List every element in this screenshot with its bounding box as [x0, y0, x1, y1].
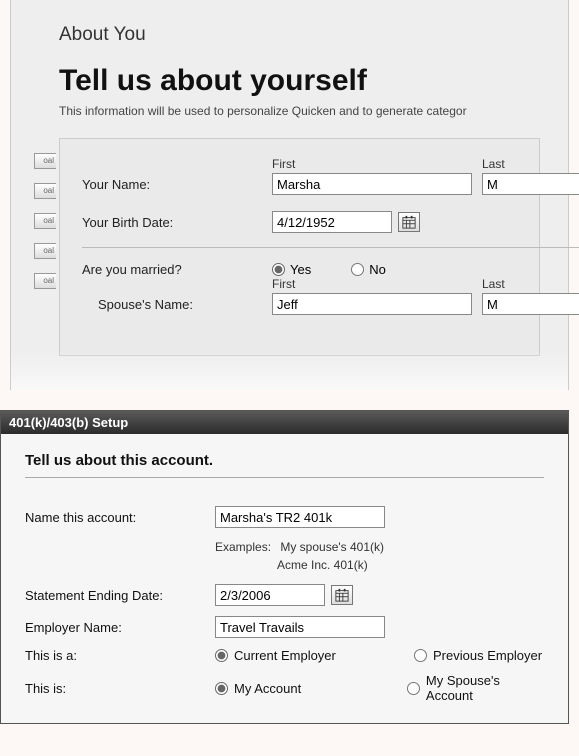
married-no-label: No	[369, 262, 386, 277]
spouse-account-option[interactable]: My Spouse's Account	[407, 673, 544, 703]
dialog-titlebar: 401(k)/403(b) Setup	[1, 411, 568, 434]
your-name-label: Your Name:	[82, 177, 262, 192]
married-yes-label: Yes	[290, 262, 311, 277]
statement-date-input[interactable]	[215, 584, 325, 606]
married-label: Are you married?	[82, 262, 262, 277]
spouse-account-radio[interactable]	[407, 682, 420, 695]
married-yes-radio[interactable]	[272, 263, 285, 276]
side-tab[interactable]: oal	[34, 213, 56, 229]
example-1: My spouse's 401(k)	[280, 540, 384, 554]
example-2: Acme Inc. 401(k)	[277, 558, 368, 572]
dialog-body: Tell us about this account. Name this ac…	[1, 434, 568, 723]
spouse-first-header: First	[272, 277, 472, 293]
calendar-icon[interactable]	[398, 212, 420, 232]
spouse-account-label: My Spouse's Account	[426, 673, 544, 703]
married-no-radio[interactable]	[351, 263, 364, 276]
current-employer-option[interactable]: Current Employer	[215, 648, 390, 663]
about-you-tab-label: About You	[59, 24, 540, 46]
side-tabs: oal oal oal oal oal	[34, 153, 56, 303]
side-tab[interactable]: oal	[34, 243, 56, 259]
employer-name-input[interactable]	[215, 616, 385, 638]
first-name-input[interactable]	[272, 173, 472, 195]
side-tab[interactable]: oal	[34, 183, 56, 199]
side-tab[interactable]: oal	[34, 273, 56, 289]
first-name-header: First	[272, 157, 472, 173]
birth-date-label: Your Birth Date:	[82, 215, 262, 230]
examples-text: Examples: My spouse's 401(k) Acme Inc. 4…	[215, 538, 544, 574]
current-employer-radio[interactable]	[215, 649, 228, 662]
current-employer-label: Current Employer	[234, 648, 336, 663]
account-name-label: Name this account:	[25, 510, 215, 525]
previous-employer-option[interactable]: Previous Employer	[414, 648, 542, 663]
previous-employer-label: Previous Employer	[433, 648, 542, 663]
spouse-last-header: Last	[482, 277, 579, 293]
my-account-option[interactable]: My Account	[215, 681, 383, 696]
employer-name-label: Employer Name:	[25, 620, 215, 635]
last-name-header: Last	[482, 157, 579, 173]
account-name-input[interactable]	[215, 506, 385, 528]
about-you-panel: About You Tell us about yourself This in…	[10, 0, 569, 390]
my-account-radio[interactable]	[215, 682, 228, 695]
calendar-icon[interactable]	[331, 585, 353, 605]
examples-label: Examples:	[215, 538, 277, 556]
page-subtitle: This information will be used to persona…	[59, 104, 540, 118]
dialog-heading: Tell us about this account.	[25, 452, 544, 469]
divider	[82, 247, 579, 248]
spouse-last-input[interactable]	[482, 293, 579, 315]
my-account-label: My Account	[234, 681, 301, 696]
divider	[25, 477, 544, 478]
about-you-form: oal oal oal oal oal First Last Your Name…	[59, 138, 540, 356]
birth-date-input[interactable]	[272, 211, 392, 233]
statement-date-label: Statement Ending Date:	[25, 588, 215, 603]
page-title: Tell us about yourself	[59, 64, 540, 98]
this-is-label: This is:	[25, 681, 215, 696]
spouse-name-label: Spouse's Name:	[82, 297, 262, 312]
this-is-a-label: This is a:	[25, 648, 215, 663]
married-no-option[interactable]: No	[351, 262, 386, 277]
setup-dialog: 401(k)/403(b) Setup Tell us about this a…	[0, 410, 569, 724]
last-name-input[interactable]	[482, 173, 579, 195]
previous-employer-radio[interactable]	[414, 649, 427, 662]
spouse-first-input[interactable]	[272, 293, 472, 315]
side-tab[interactable]: oal	[34, 153, 56, 169]
married-yes-option[interactable]: Yes	[272, 262, 311, 277]
